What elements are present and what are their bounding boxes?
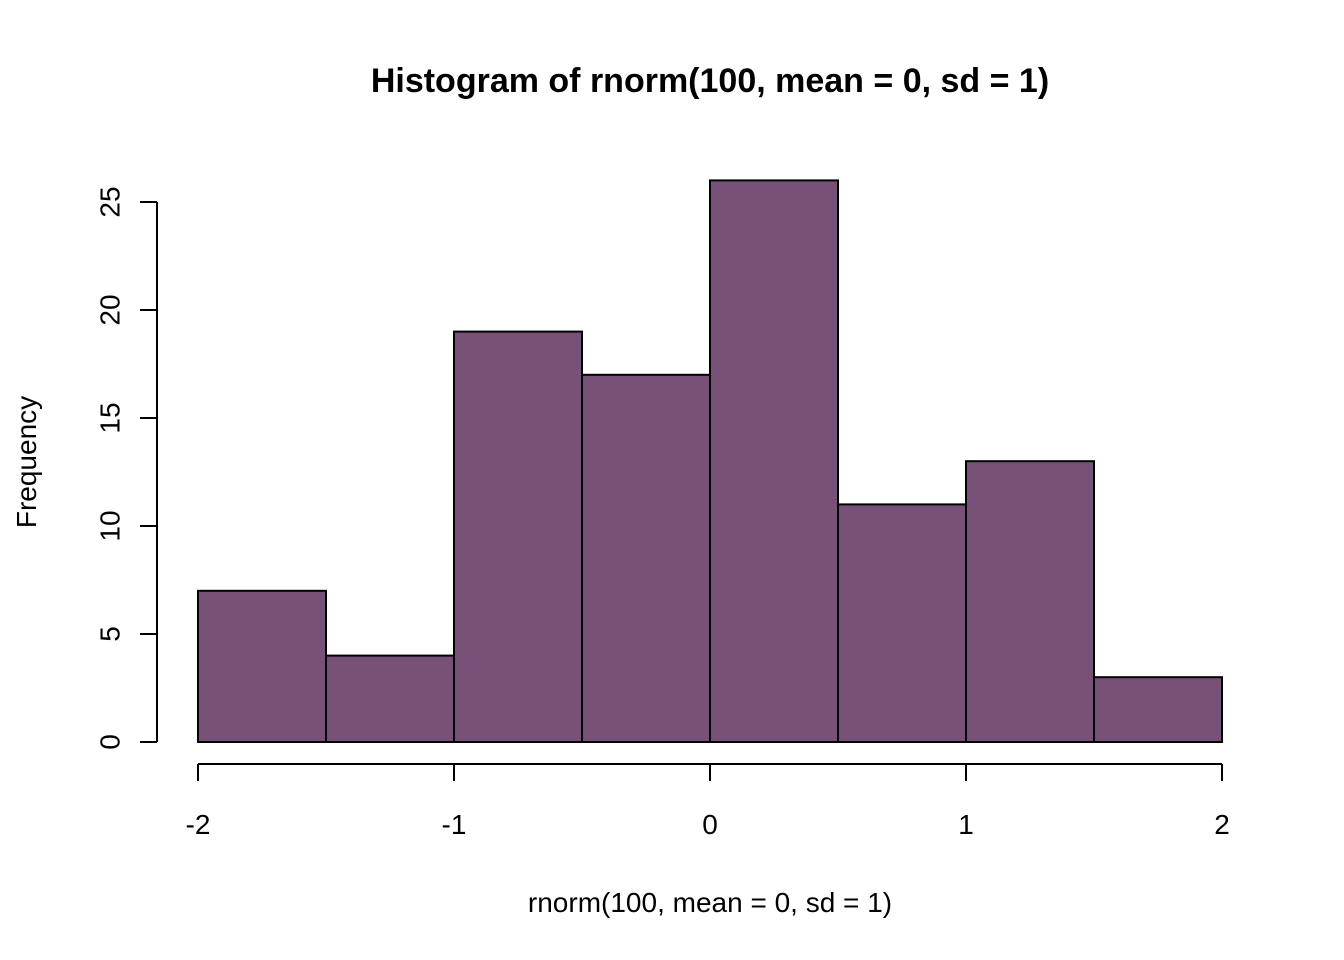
x-tick-label--2: -2 (186, 809, 211, 840)
histogram-bar-6 (965, 460, 1095, 743)
histogram-bar-2 (453, 330, 583, 743)
y-tick-label-25: 25 (95, 186, 126, 217)
y-tick-label-0: 0 (95, 734, 126, 750)
y-tick-label-20: 20 (95, 294, 126, 325)
x-tick-label-2: 2 (1214, 809, 1230, 840)
histogram-bar-4 (709, 179, 839, 743)
histogram-bar-3 (581, 373, 711, 743)
y-tick-label-15: 15 (95, 402, 126, 433)
y-axis-label: Frequency (11, 396, 42, 528)
histogram-bar-0 (197, 589, 327, 743)
x-axis: -2 -1 0 1 2 (186, 763, 1230, 840)
chart-title: Histogram of rnorm(100, mean = 0, sd = 1… (371, 62, 1049, 100)
y-tick-label-5: 5 (95, 626, 126, 642)
y-axis: 0 5 10 15 20 25 (95, 186, 158, 750)
histogram-bar-1 (325, 654, 455, 743)
x-tick-label-1: 1 (958, 809, 974, 840)
x-axis-label: rnorm(100, mean = 0, sd = 1) (528, 887, 892, 918)
x-tick-label--1: -1 (442, 809, 467, 840)
histogram-bar-7 (1093, 676, 1223, 744)
bars-group (197, 179, 1223, 744)
y-tick-label-10: 10 (95, 510, 126, 541)
histogram-bar-5 (837, 503, 967, 743)
x-tick-label-0: 0 (702, 809, 718, 840)
